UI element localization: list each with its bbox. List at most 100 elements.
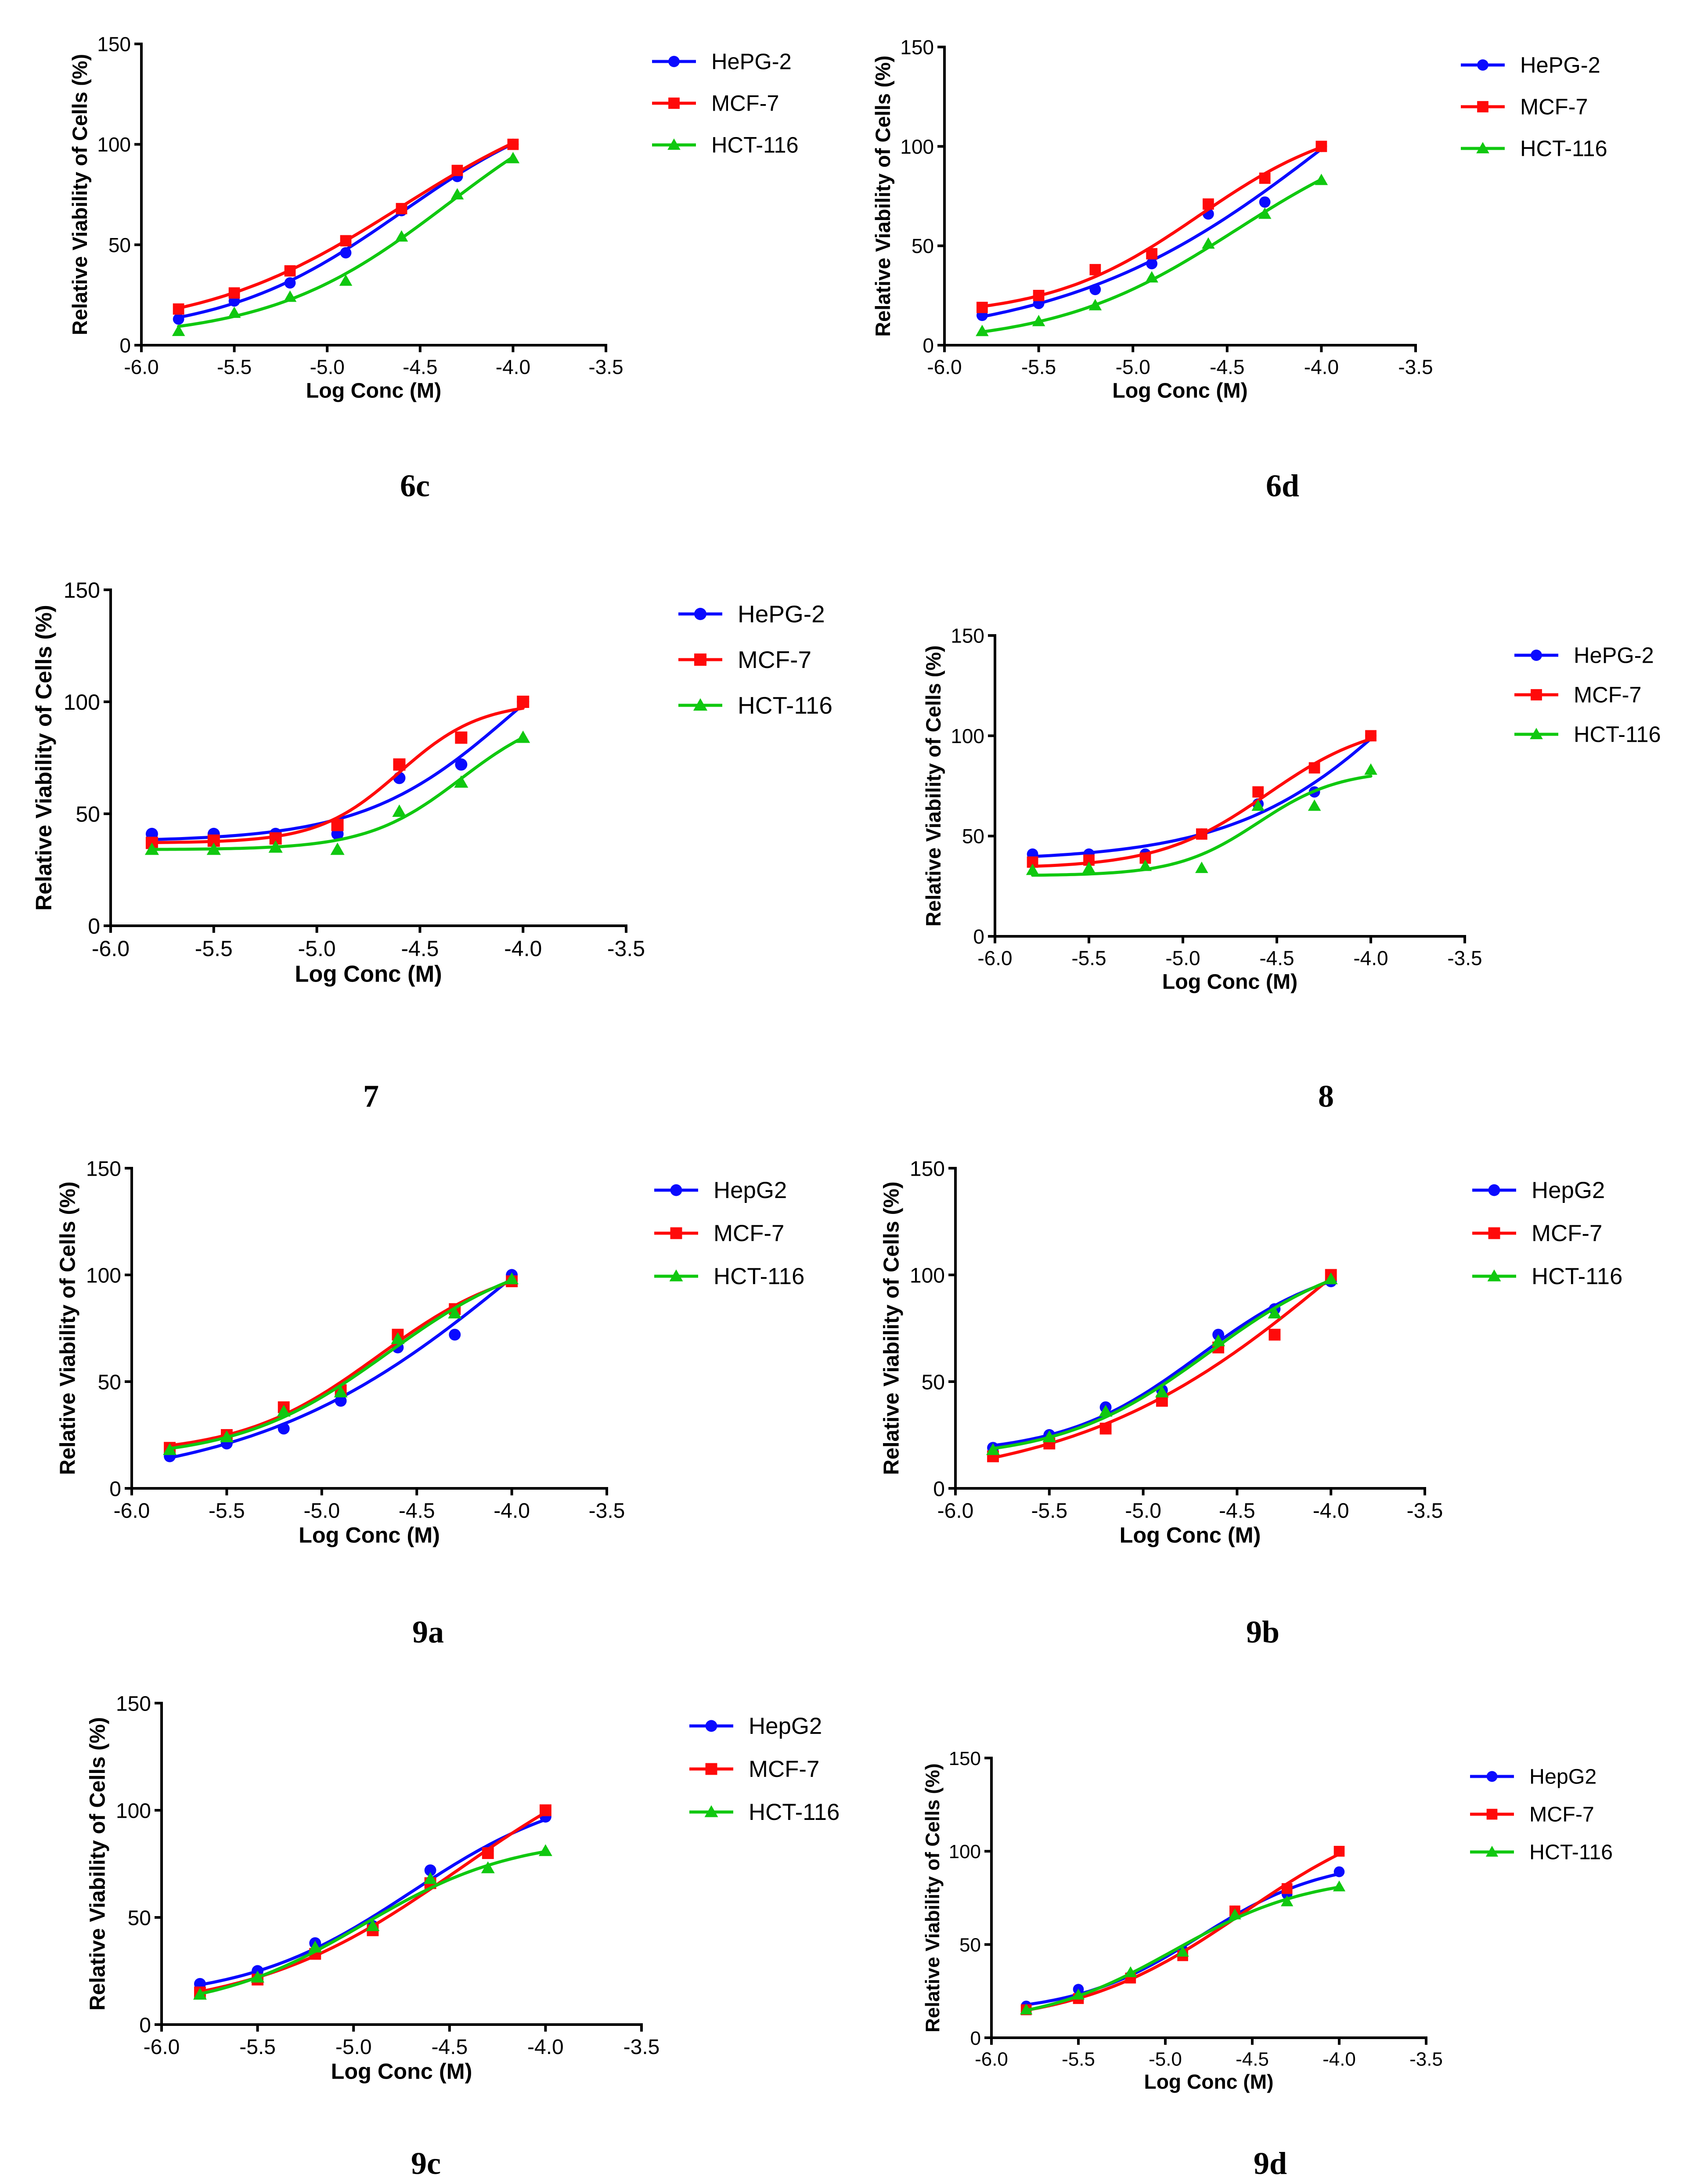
y-tick-label: 0 <box>139 2014 151 2037</box>
data-point <box>340 235 352 247</box>
y-tick-label: 100 <box>900 135 934 158</box>
data-point <box>284 265 296 277</box>
data-point <box>1072 1989 1085 2000</box>
legend-label: HepG2 <box>749 1713 822 1739</box>
chart-panel-9a: 0 50 100 150 -6.0 -5.5 -5.0 -4.5 -4.0 -3.5 Log Con… <box>56 1157 804 1650</box>
y-tick-label: 50 <box>108 234 131 256</box>
y-axis-title: Relative Viability of Cells (%) <box>86 1717 109 2011</box>
x-tick-label: -4.0 <box>1323 2049 1356 2070</box>
legend: HepG2 MCF-7 HCT-116 <box>1470 1765 1613 1864</box>
x-tick-label: -3.5 <box>1447 946 1482 969</box>
legend-marker <box>668 56 680 67</box>
fit-curve <box>1031 737 1373 868</box>
legend-label: MCF-7 <box>714 1220 784 1246</box>
series-hct-116 <box>986 1272 1338 1455</box>
x-tick-label: -5.5 <box>1071 946 1106 969</box>
y-tick-label: 50 <box>76 802 100 827</box>
y-tick-label: 0 <box>923 334 934 357</box>
legend-label: HepG2 <box>1532 1177 1605 1203</box>
data-point <box>448 1307 462 1319</box>
data-point <box>1089 284 1101 296</box>
y-axis-title: Relative Viability of Cells (%) <box>68 54 91 335</box>
data-point <box>1258 207 1272 219</box>
legend-marker <box>1530 728 1543 740</box>
data-point <box>1042 1430 1056 1442</box>
series-hct-116 <box>163 1272 519 1455</box>
legend-label: HCT-116 <box>738 692 832 719</box>
panel-label: 9a <box>412 1614 444 1650</box>
y-axis-title: Relative Viability of Cells (%) <box>31 605 56 910</box>
x-tick-label: -5.0 <box>1116 355 1150 378</box>
data-point <box>251 1971 265 1983</box>
y-axis-title: Relative Viability of Cells (%) <box>921 1763 944 2032</box>
legend-marker <box>670 1227 682 1239</box>
data-point <box>1281 1883 1293 1894</box>
legend-label: MCF-7 <box>1532 1220 1602 1246</box>
x-tick-label: -4.5 <box>1236 2049 1269 2070</box>
series-hct-116 <box>1026 763 1377 877</box>
data-point <box>268 840 283 853</box>
y-tick-label: 0 <box>973 925 984 948</box>
data-point <box>366 1919 380 1931</box>
legend-label: HCT-116 <box>1574 722 1661 747</box>
series-hepg2 <box>1020 1866 1345 2012</box>
legend-marker <box>1476 142 1489 154</box>
x-tick-label: -5.5 <box>1021 355 1056 378</box>
legend-label: HePG-2 <box>711 49 792 74</box>
legend-marker <box>1488 1227 1500 1239</box>
data-point <box>277 1404 291 1417</box>
x-axis-title: Log Conc (M) <box>1120 1523 1261 1548</box>
data-point <box>424 1864 436 1877</box>
legend-marker <box>670 1184 682 1196</box>
legend-label: MCF-7 <box>749 1756 819 1782</box>
legend-marker <box>667 138 681 150</box>
x-tick-label: -4.5 <box>403 355 437 378</box>
x-tick-label: -3.5 <box>1409 2049 1443 2070</box>
data-point <box>1145 271 1158 283</box>
data-point <box>976 325 989 336</box>
data-point <box>1176 1946 1189 1957</box>
x-tick-label: -3.5 <box>1398 355 1433 378</box>
y-tick-label: 150 <box>951 625 984 647</box>
panel-label: 9b <box>1246 1614 1279 1650</box>
data-point <box>1229 1908 1241 1920</box>
legend-label: MCF-7 <box>1529 1803 1594 1827</box>
data-point <box>227 307 241 318</box>
data-point <box>516 730 530 743</box>
data-point <box>220 1430 234 1442</box>
data-point <box>1251 799 1265 811</box>
panel-label: 6c <box>400 468 430 503</box>
data-point <box>1202 237 1215 249</box>
data-point <box>1099 1404 1113 1417</box>
data-point <box>481 1861 495 1874</box>
x-tick-label: -4.5 <box>401 936 439 961</box>
y-tick-label: 100 <box>64 690 100 715</box>
data-point <box>450 188 464 200</box>
x-tick-label: -4.5 <box>1210 355 1244 378</box>
x-tick-label: -6.0 <box>114 1499 150 1523</box>
legend-label: HCT-116 <box>1520 136 1607 161</box>
data-point <box>308 1940 322 1953</box>
y-tick-label: 150 <box>116 1692 151 1715</box>
x-tick-label: -5.0 <box>1125 1499 1161 1523</box>
data-point <box>1365 730 1377 742</box>
data-point <box>1203 198 1214 210</box>
x-tick-label: -4.5 <box>431 2036 468 2059</box>
x-tick-label: -3.5 <box>1407 1499 1443 1523</box>
y-axis-title: Relative Viability of Cells (%) <box>879 1181 903 1475</box>
chart-panel-8: 0 50 100 150 -6.0 -5.5 -5.0 -4.5 -4.0 -3.5 Log Con… <box>922 625 1661 1114</box>
y-tick-label: 150 <box>86 1157 121 1180</box>
x-tick-label: -5.0 <box>335 2036 372 2059</box>
series-hct-116 <box>193 1844 552 2000</box>
data-point <box>283 290 297 302</box>
x-tick-label: -5.5 <box>1062 2049 1095 2070</box>
y-tick-label: 50 <box>959 1935 981 1956</box>
data-point <box>1033 289 1045 301</box>
x-tick-label: -5.0 <box>303 1499 340 1523</box>
data-point <box>392 804 407 817</box>
data-point <box>228 287 240 299</box>
data-point <box>1308 762 1320 774</box>
data-point <box>1155 1385 1169 1397</box>
legend-label: MCF-7 <box>1520 94 1588 119</box>
